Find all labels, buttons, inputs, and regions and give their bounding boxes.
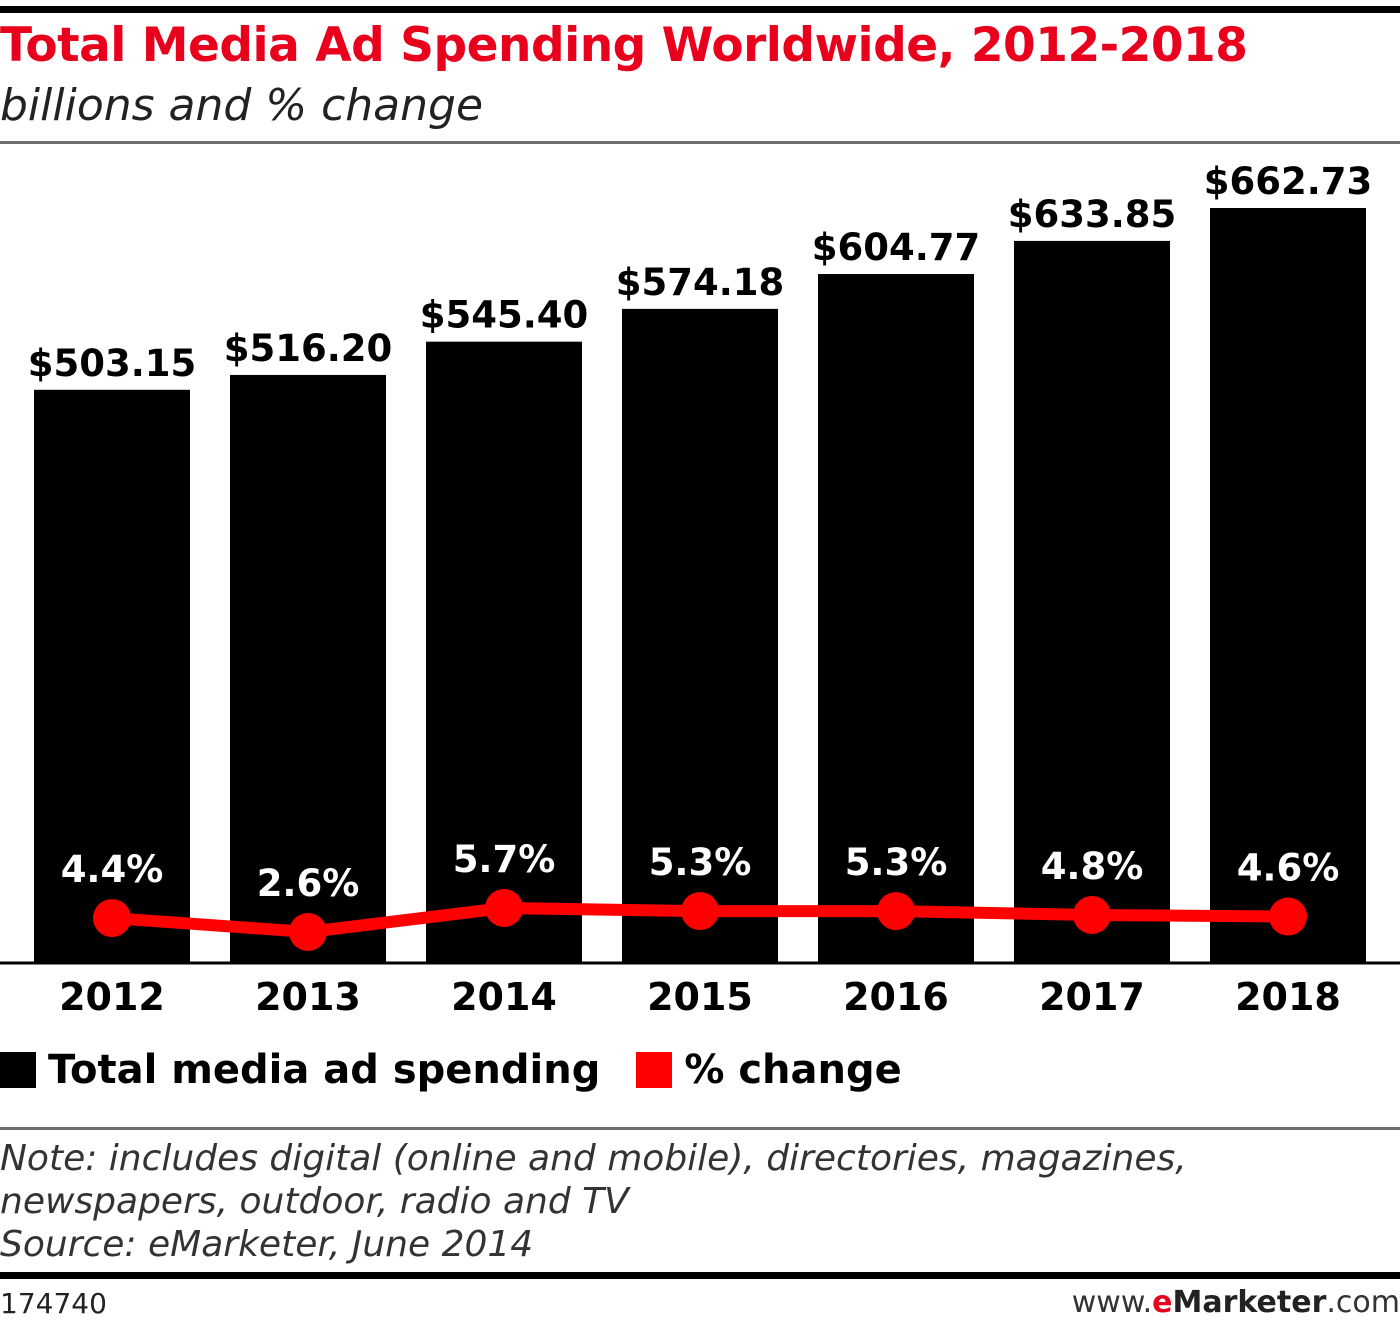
pct-label-2017: 4.8% [1041,845,1144,888]
source-line: Source: eMarketer, June 2014 [0,1224,534,1265]
legend-swatch-spending [0,1052,36,1088]
title-divider [0,141,1400,144]
legend-divider [0,1127,1400,1130]
pct-point-2014 [485,889,523,927]
pct-point-2017 [1073,895,1111,934]
x-tick-label-2015: 2015 [647,975,753,1019]
bar-value-label-2012: $503.15 [28,342,197,385]
brand-name: Marketer [1172,1285,1327,1320]
brand-url[interactable]: www.eMarketer.com [1072,1285,1400,1320]
pct-label-2014: 5.7% [453,838,556,881]
bars-layer [34,208,1366,963]
note-line-2: newspapers, outdoor, radio and TV [0,1181,629,1222]
bar-value-label-2015: $574.18 [616,261,785,304]
legend-item-spending: Total media ad spending [0,1047,600,1093]
bar-2016 [818,274,974,963]
chart-subtitle: billions and % change [0,80,484,131]
x-tick-label-2017: 2017 [1039,975,1145,1019]
labels-layer: $503.15 2012 4.4% $516.20 2013 2.6% $545.40 201… [28,160,1373,1019]
pct-label-2018: 4.6% [1237,847,1340,890]
pct-point-2016 [877,892,915,931]
legend-swatch-change [636,1052,673,1088]
top-rule [0,6,1400,13]
x-tick-label-2018: 2018 [1235,975,1341,1019]
pct-point-2015 [681,892,719,931]
pct-point-2012 [93,899,131,938]
legend-label-spending: Total media ad spending [48,1047,601,1093]
chart-plot: $503.15 2012 4.4% $516.20 2013 2.6% $545.40 201… [0,160,1400,1019]
pct-line-layer [93,889,1307,951]
bar-value-label-2018: $662.73 [1204,160,1373,203]
bar-value-label-2016: $604.77 [812,226,981,269]
pct-label-2012: 4.4% [61,848,164,891]
legend: Total media ad spending % change [0,1044,938,1096]
x-tick-label-2014: 2014 [451,975,557,1019]
chart-title: Total Media Ad Spending Worldwide, 2012-… [0,18,1248,73]
x-tick-label-2013: 2013 [255,975,361,1019]
bar-2018 [1210,208,1366,963]
note-line-1: Note: includes digital (online and mobil… [0,1138,1187,1179]
pct-label-2013: 2.6% [257,862,360,905]
pct-label-2015: 5.3% [649,841,752,884]
x-tick-label-2012: 2012 [59,975,165,1019]
bar-value-label-2013: $516.20 [224,327,393,370]
bar-value-label-2017: $633.85 [1008,193,1177,236]
pct-label-2016: 5.3% [845,841,948,884]
bar-2013 [230,374,386,963]
bar-value-label-2014: $545.40 [420,294,589,337]
chart-id: 174740 [0,1287,107,1320]
brand-prefix: www. [1071,1285,1153,1320]
bar-2014 [426,341,582,963]
legend-item-change: % change [636,1047,902,1093]
bar-2015 [622,308,778,963]
pct-point-2013 [289,913,327,951]
bar-2017 [1014,240,1170,963]
brand-suffix: .com [1326,1285,1400,1320]
x-tick-label-2016: 2016 [843,975,949,1019]
brand-e: e [1152,1285,1173,1320]
bottom-rule [0,1272,1400,1279]
bar-2012 [34,389,190,963]
chart-notes: Note: includes digital (online and mobil… [0,1137,1400,1266]
legend-label-change: % change [684,1047,902,1093]
pct-point-2018 [1269,897,1307,936]
